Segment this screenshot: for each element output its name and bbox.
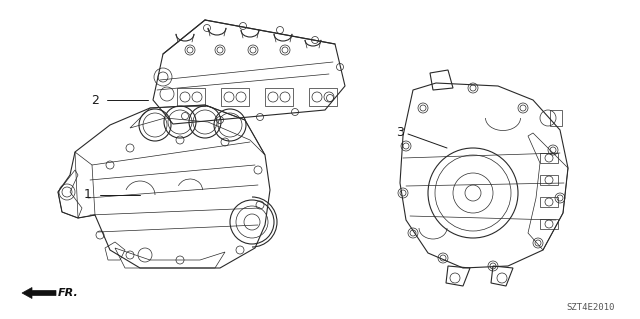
FancyArrow shape	[22, 287, 56, 299]
Bar	[177, 88, 205, 106]
Bar	[265, 88, 293, 106]
Bar	[540, 219, 558, 229]
Bar	[221, 88, 249, 106]
Text: 2: 2	[91, 93, 99, 107]
Text: FR.: FR.	[58, 288, 79, 298]
Text: SZT4E2010: SZT4E2010	[566, 303, 615, 312]
Bar	[550, 110, 562, 126]
Bar	[540, 175, 558, 185]
Text: 3: 3	[396, 125, 404, 138]
Bar	[309, 88, 337, 106]
Bar	[540, 197, 558, 207]
Text: 1: 1	[84, 189, 92, 202]
Bar	[540, 153, 558, 163]
